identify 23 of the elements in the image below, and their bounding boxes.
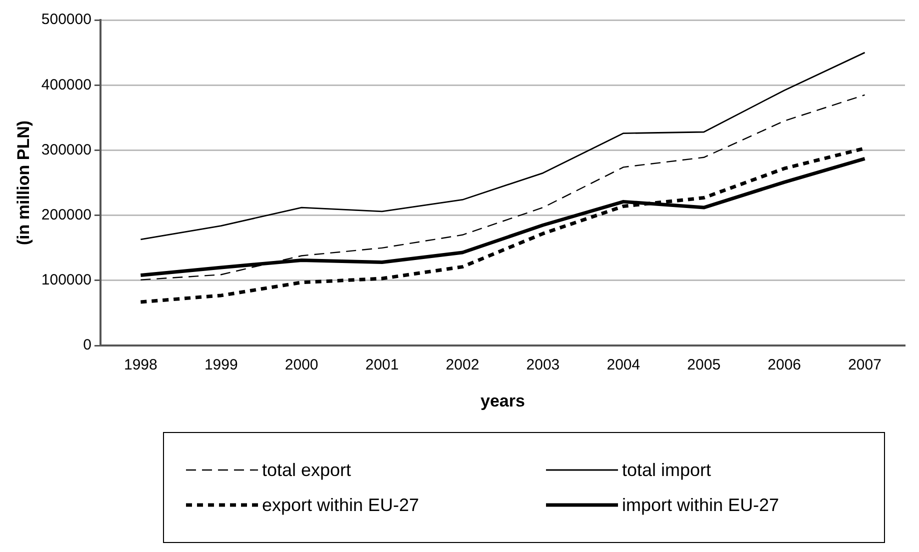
y-tick-label: 200000	[41, 206, 92, 224]
legend-label: import within EU-27	[622, 494, 780, 516]
x-tick-label: 2004	[606, 356, 640, 374]
y-axis-title: (in million PLN)	[14, 120, 33, 246]
x-tick-label: 2007	[848, 356, 882, 374]
x-tick-label: 2001	[365, 356, 399, 374]
legend-label: export within EU-27	[262, 494, 420, 516]
x-tick-label: 2002	[446, 356, 480, 374]
legend-label: total import	[622, 460, 712, 480]
y-tick-label: 400000	[41, 76, 92, 94]
x-tick-label: 2000	[284, 356, 318, 374]
x-tick-label: 1998	[124, 356, 158, 374]
legend-label: total export	[262, 460, 352, 480]
y-tick-label: 100000	[41, 272, 92, 289]
x-tick-label: 2005	[687, 356, 721, 374]
x-tick-label: 1999	[204, 356, 238, 374]
line-series	[140, 94, 866, 280]
x-tick-label: 2006	[768, 356, 802, 374]
x-axis-title: years	[480, 391, 525, 410]
y-tick-label: 500000	[41, 11, 92, 28]
x-tick-label: 2003	[526, 356, 560, 374]
y-tick-label: 0	[83, 336, 92, 354]
y-tick-label: 300000	[41, 141, 92, 158]
